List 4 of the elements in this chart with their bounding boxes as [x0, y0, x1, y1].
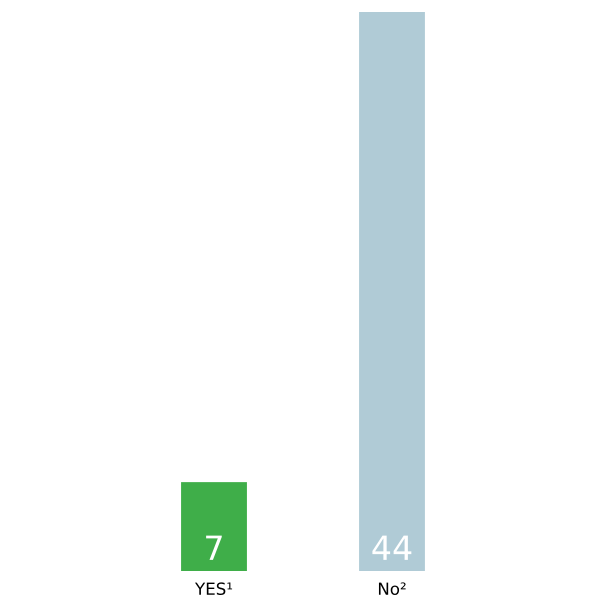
data-label: 44: [372, 536, 412, 560]
x-tick-label: YES¹: [194, 582, 232, 596]
x-tick-label: No²: [378, 582, 406, 596]
data-label: 7: [206, 536, 222, 560]
